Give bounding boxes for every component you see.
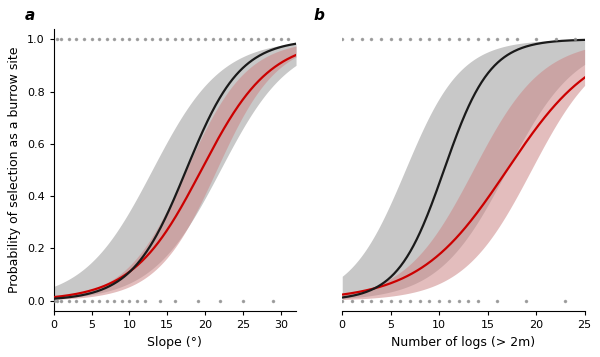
X-axis label: Number of logs (> 2m): Number of logs (> 2m) [391,336,535,349]
X-axis label: Slope (°): Slope (°) [148,336,202,349]
Text: b: b [313,8,324,23]
Y-axis label: Probability of selection as a burrow site: Probability of selection as a burrow sit… [8,47,22,293]
Text: a: a [25,8,35,23]
